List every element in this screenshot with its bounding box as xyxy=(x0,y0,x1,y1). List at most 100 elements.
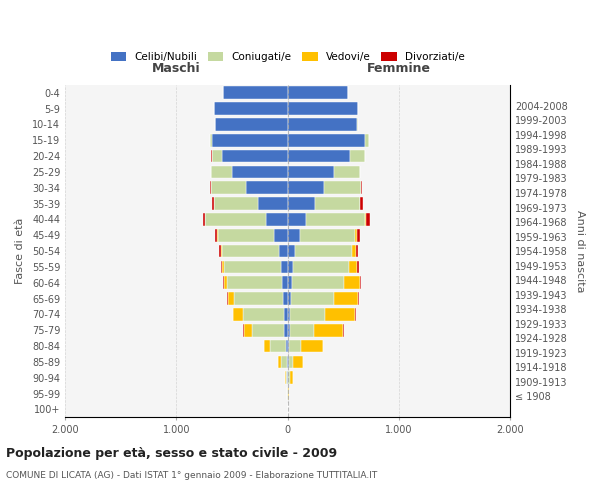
Bar xyxy=(315,198,359,210)
Text: Femmine: Femmine xyxy=(367,62,431,76)
Bar xyxy=(258,198,288,210)
Bar xyxy=(211,182,245,194)
Bar xyxy=(289,340,301,352)
Bar xyxy=(284,308,288,321)
Bar xyxy=(221,260,223,274)
Bar xyxy=(278,356,281,368)
Bar xyxy=(290,372,293,384)
Bar xyxy=(355,308,356,321)
Bar xyxy=(245,182,288,194)
Bar xyxy=(325,308,355,321)
Bar xyxy=(215,229,217,241)
Bar xyxy=(274,229,288,241)
Bar xyxy=(223,86,288,99)
Bar xyxy=(356,245,358,258)
Bar xyxy=(228,292,235,305)
Bar xyxy=(288,340,289,352)
Bar xyxy=(292,276,344,289)
Bar xyxy=(288,292,291,305)
Bar xyxy=(288,229,300,241)
Bar xyxy=(288,213,306,226)
Bar xyxy=(218,229,274,241)
Bar xyxy=(223,276,224,289)
Bar xyxy=(291,292,334,305)
Bar xyxy=(361,182,362,194)
Bar xyxy=(223,260,224,274)
Y-axis label: Anni di nascita: Anni di nascita xyxy=(575,210,585,292)
Bar xyxy=(288,276,292,289)
Bar xyxy=(287,356,288,368)
Bar xyxy=(295,245,352,258)
Bar xyxy=(215,118,288,131)
Bar xyxy=(232,166,288,178)
Y-axis label: Fasce di età: Fasce di età xyxy=(15,218,25,284)
Bar xyxy=(288,166,334,178)
Bar xyxy=(212,198,214,210)
Bar xyxy=(220,245,221,258)
Bar xyxy=(365,134,369,146)
Bar xyxy=(286,372,287,384)
Bar xyxy=(352,245,356,258)
Bar xyxy=(233,308,243,321)
Bar xyxy=(358,292,359,305)
Bar xyxy=(324,182,361,194)
Bar xyxy=(288,324,290,336)
Bar xyxy=(365,213,366,226)
Bar xyxy=(360,198,362,210)
Bar xyxy=(235,292,283,305)
Bar xyxy=(264,340,270,352)
Bar xyxy=(334,166,359,178)
Bar xyxy=(300,229,355,241)
Bar xyxy=(224,276,227,289)
Bar xyxy=(244,324,252,336)
Bar xyxy=(344,276,360,289)
Bar xyxy=(314,324,343,336)
Bar xyxy=(288,182,324,194)
Text: Maschi: Maschi xyxy=(152,62,201,76)
Bar xyxy=(222,150,288,162)
Bar xyxy=(349,260,357,274)
Bar xyxy=(301,340,323,352)
Bar xyxy=(284,324,288,336)
Bar xyxy=(288,150,350,162)
Bar xyxy=(357,260,359,274)
Bar xyxy=(280,245,288,258)
Bar xyxy=(266,213,288,226)
Bar xyxy=(227,292,228,305)
Bar xyxy=(360,276,361,289)
Bar xyxy=(224,260,281,274)
Bar xyxy=(288,134,365,146)
Bar xyxy=(288,198,315,210)
Bar xyxy=(212,150,222,162)
Bar xyxy=(227,276,281,289)
Bar xyxy=(366,213,370,226)
Bar xyxy=(355,229,358,241)
Bar xyxy=(288,356,289,368)
Bar xyxy=(210,182,211,194)
Bar xyxy=(243,308,284,321)
Bar xyxy=(214,198,258,210)
Bar xyxy=(286,340,288,352)
Bar xyxy=(293,260,349,274)
Bar xyxy=(211,166,232,178)
Bar xyxy=(221,245,280,258)
Bar xyxy=(281,276,288,289)
Bar xyxy=(214,102,288,115)
Bar xyxy=(293,356,303,368)
Legend: Celibi/Nubili, Coniugati/e, Vedovi/e, Divorziati/e: Celibi/Nubili, Coniugati/e, Vedovi/e, Di… xyxy=(106,47,470,68)
Bar xyxy=(283,292,288,305)
Bar xyxy=(205,213,266,226)
Bar xyxy=(203,213,205,226)
Bar xyxy=(281,260,288,274)
Bar xyxy=(306,213,365,226)
Bar xyxy=(288,102,358,115)
Bar xyxy=(289,356,293,368)
Bar xyxy=(281,356,287,368)
Bar xyxy=(288,245,295,258)
Bar xyxy=(288,86,349,99)
Bar xyxy=(350,150,365,162)
Bar xyxy=(288,260,293,274)
Bar xyxy=(290,324,314,336)
Text: COMUNE DI LICATA (AG) - Dati ISTAT 1° gennaio 2009 - Elaborazione TUTTITALIA.IT: COMUNE DI LICATA (AG) - Dati ISTAT 1° ge… xyxy=(6,470,377,480)
Bar xyxy=(252,324,284,336)
